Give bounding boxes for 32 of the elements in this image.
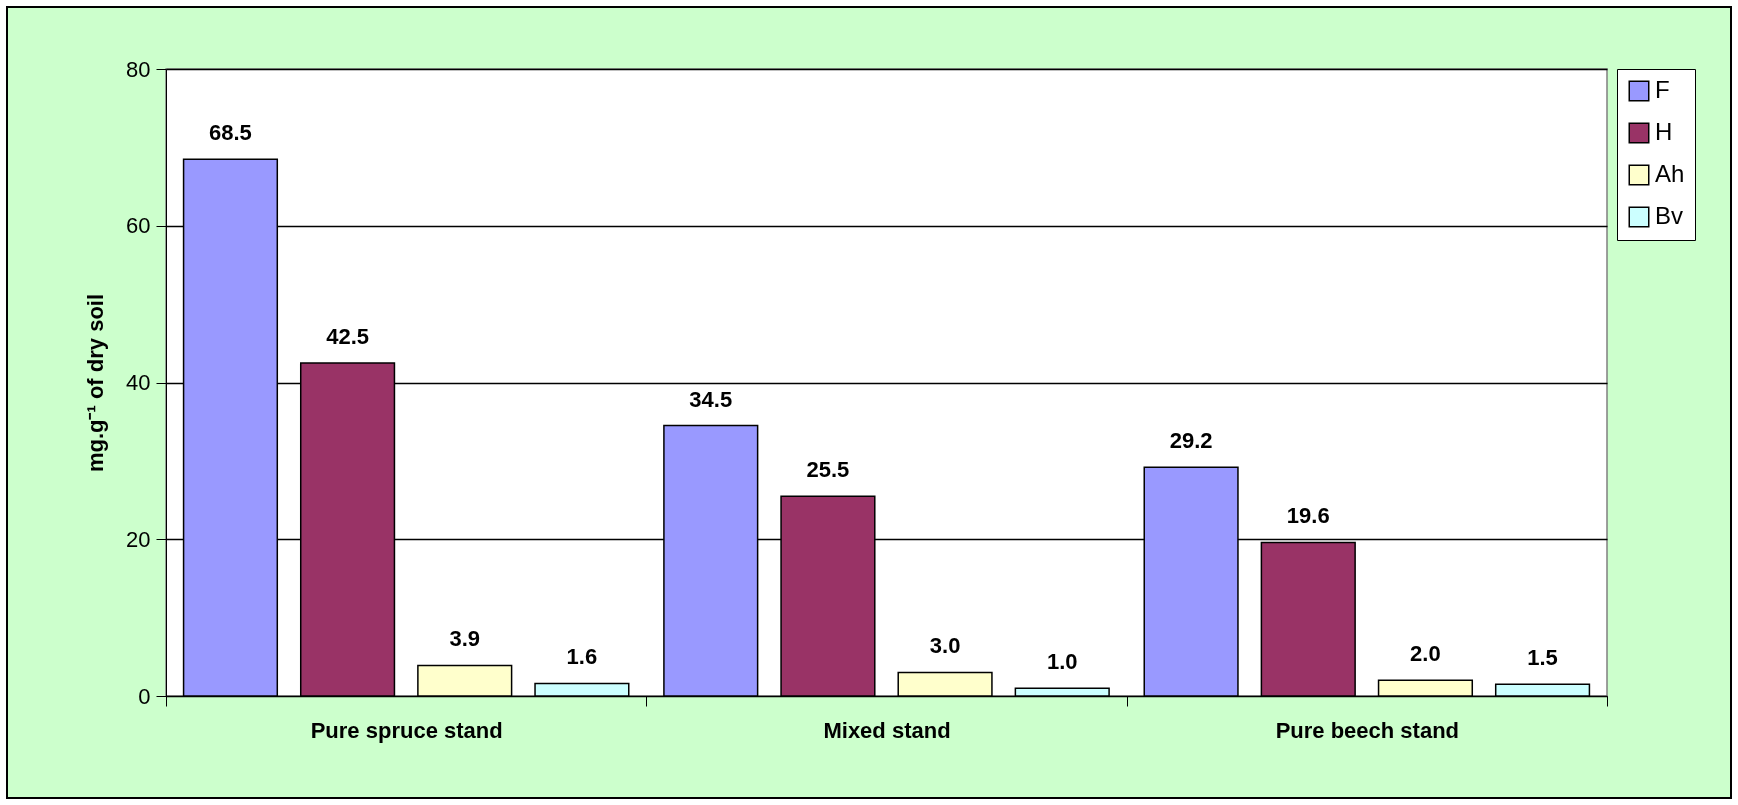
text: 2.0 xyxy=(1410,641,1441,667)
text: 34.5 xyxy=(689,386,733,412)
bar xyxy=(1014,687,1110,697)
bar xyxy=(1260,541,1356,697)
legend-label: Bv xyxy=(1655,202,1684,229)
bar xyxy=(417,664,513,697)
y-axis-title: mg.g⁻¹ of dry soil xyxy=(83,293,109,473)
bar xyxy=(534,682,630,697)
y-tick-label: 60 xyxy=(126,213,151,239)
text: 1.6 xyxy=(566,644,598,670)
y-tick-label: 0 xyxy=(138,683,151,709)
text: 1.5 xyxy=(1527,645,1558,671)
x-tick-label: Pure beech stand xyxy=(1275,717,1460,743)
legend-label: Ah xyxy=(1655,160,1685,187)
x-tick-label: Mixed stand xyxy=(823,717,951,743)
text: 19.6 xyxy=(1286,503,1330,529)
bar xyxy=(1377,679,1474,697)
text: 68.5 xyxy=(209,120,252,146)
x-tick-label: Pure spruce stand xyxy=(310,717,503,743)
bar xyxy=(1494,683,1591,697)
y-tick-label: 80 xyxy=(126,56,151,82)
text: 3.0 xyxy=(929,633,961,659)
text: 3.9 xyxy=(449,626,481,652)
text: 1.0 xyxy=(1046,649,1078,675)
text: 29.2 xyxy=(1169,428,1213,454)
text: 25.5 xyxy=(806,457,850,483)
bar xyxy=(897,671,993,697)
y-tick-label: 40 xyxy=(126,370,151,395)
text: 42.5 xyxy=(326,323,369,349)
legend-label: F xyxy=(1655,76,1670,103)
y-tick-label: 20 xyxy=(126,526,151,552)
legend-label: H xyxy=(1655,118,1673,145)
